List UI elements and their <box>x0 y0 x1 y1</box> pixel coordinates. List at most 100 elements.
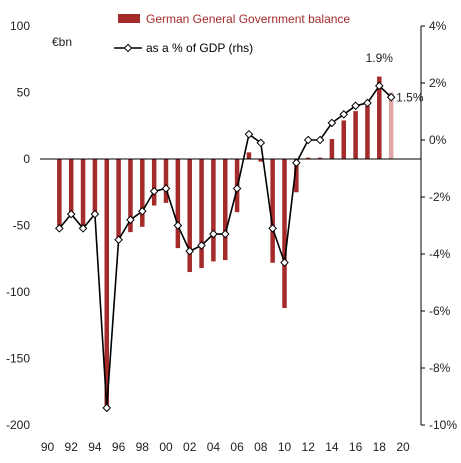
right-axis-ticks: 4% 2% 0% -2% -4% -6% -8% -10% <box>421 19 457 432</box>
line-point-marker <box>173 221 183 230</box>
bar <box>258 159 264 162</box>
bar <box>140 159 145 227</box>
line-point-marker <box>292 158 301 168</box>
left-tick-label: 0 <box>23 152 30 166</box>
legend-line-label: as a % of GDP (rhs) <box>146 41 253 55</box>
line-point-marker <box>315 135 325 145</box>
bar <box>211 159 216 262</box>
bar <box>223 159 228 261</box>
bar <box>377 76 382 159</box>
x-axis-ticks: 90 92 94 96 98 00 02 04 06 08 10 12 14 16 18 20 <box>41 440 410 454</box>
bar <box>294 159 299 193</box>
line-point-marker <box>161 184 171 193</box>
right-tick-label: 4% <box>429 19 447 33</box>
bar <box>104 159 109 410</box>
left-axis-ticks: 100 50 0 -50 -100 -150 -200 <box>6 19 30 432</box>
x-tick-label: 90 <box>41 440 55 454</box>
line-point-marker <box>268 224 277 233</box>
right-tick-label: -8% <box>429 361 451 375</box>
right-tick-label: 2% <box>429 76 447 90</box>
right-tick-label: -10% <box>429 418 457 432</box>
bar <box>163 159 169 203</box>
x-tick-label: 94 <box>88 440 102 454</box>
x-tick-label: 00 <box>159 440 173 454</box>
bar <box>282 159 287 308</box>
line-point-marker <box>149 186 159 196</box>
bar <box>270 159 275 263</box>
left-axis-unit-label: €bn <box>52 35 72 49</box>
line-point-marker <box>126 215 135 225</box>
line-point-marker <box>66 209 76 219</box>
line-point-marker <box>102 403 112 413</box>
right-tick-label: -4% <box>429 247 451 261</box>
right-tick-label: -6% <box>429 304 451 318</box>
x-tick-label: 92 <box>65 440 79 454</box>
bar <box>68 159 74 215</box>
right-tick-label: -2% <box>429 190 451 204</box>
bar <box>329 139 335 159</box>
bar <box>57 159 62 226</box>
data-label: 1.5% <box>396 90 424 104</box>
line-point-marker <box>137 206 147 216</box>
bar <box>175 159 181 249</box>
legend-bar-swatch <box>118 14 140 23</box>
x-tick-label: 18 <box>373 440 387 454</box>
left-tick-label: -150 <box>6 352 30 366</box>
bar <box>341 120 346 159</box>
bar <box>80 159 86 230</box>
line-point-marker <box>363 98 372 108</box>
left-tick-label: 50 <box>17 86 31 100</box>
x-tick-label: 14 <box>325 440 339 454</box>
line-point-marker <box>185 246 195 256</box>
x-tick-label: 08 <box>254 440 268 454</box>
line-point-marker <box>303 135 313 145</box>
x-tick-label: 02 <box>183 440 197 454</box>
line-point-marker <box>351 101 360 111</box>
line-point-marker <box>374 81 384 91</box>
legend-bar-label: German General Government balance <box>146 12 350 26</box>
left-tick-label: -100 <box>6 285 30 299</box>
bar <box>317 157 323 159</box>
line-point-marker <box>244 129 254 139</box>
left-tick-label: -50 <box>13 219 31 233</box>
x-tick-label: 96 <box>112 440 126 454</box>
bar <box>199 159 204 269</box>
bar <box>151 159 157 206</box>
line-point-marker <box>220 229 230 239</box>
x-tick-label: 16 <box>349 440 363 454</box>
legend-line-marker <box>123 43 133 53</box>
x-tick-label: 06 <box>230 440 244 454</box>
x-tick-label: 10 <box>278 440 292 454</box>
bar <box>128 159 133 233</box>
line-point-marker <box>256 138 266 148</box>
data-label: 1.9% <box>366 51 394 65</box>
x-tick-label: 12 <box>302 440 316 454</box>
left-tick-label: -200 <box>6 418 30 432</box>
x-tick-label: 04 <box>207 440 221 454</box>
bar <box>305 157 311 159</box>
line-point-marker <box>209 229 218 239</box>
line-series-group <box>55 81 396 413</box>
line-point-marker <box>386 92 396 102</box>
bar <box>246 152 252 159</box>
left-tick-label: 100 <box>10 19 30 33</box>
line-point-marker <box>197 241 206 250</box>
line-point-marker <box>327 118 337 128</box>
line-point-marker <box>90 209 100 219</box>
bars-group <box>57 76 394 410</box>
bar <box>388 92 394 159</box>
right-tick-label: 0% <box>429 133 447 147</box>
legend: German General Government balance as a % … <box>114 12 350 55</box>
line-point-marker <box>55 224 64 233</box>
bar <box>353 111 358 159</box>
line-point-marker <box>232 184 242 193</box>
annotations-group: 1.9% 1.5% <box>366 51 424 104</box>
line-point-marker <box>78 224 88 233</box>
bar <box>116 159 121 242</box>
bar <box>187 159 192 273</box>
x-tick-label: 20 <box>396 440 410 454</box>
bar <box>92 159 98 214</box>
bar <box>365 105 370 159</box>
line-point-marker <box>339 110 349 119</box>
